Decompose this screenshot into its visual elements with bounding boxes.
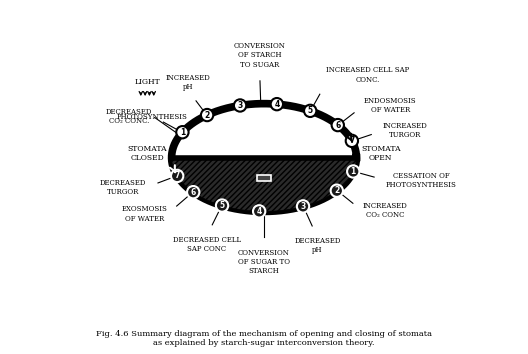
Text: ENDOSMOSIS
OF WATER: ENDOSMOSIS OF WATER xyxy=(364,97,417,114)
Text: 7: 7 xyxy=(174,171,180,181)
Text: 4: 4 xyxy=(257,207,262,216)
Circle shape xyxy=(297,200,309,212)
Text: 6: 6 xyxy=(191,188,196,197)
Text: 2: 2 xyxy=(334,186,340,195)
Text: 4: 4 xyxy=(274,100,279,109)
Text: DECREASED
pH: DECREASED pH xyxy=(294,237,341,254)
Text: DECREASED
CO₂ CONC.: DECREASED CO₂ CONC. xyxy=(106,108,153,125)
Circle shape xyxy=(234,99,246,112)
Circle shape xyxy=(271,98,283,110)
Text: STOMATA
OPEN: STOMATA OPEN xyxy=(361,145,401,162)
Circle shape xyxy=(171,170,183,182)
Text: CONVERSION
OF STARCH
TO SUGAR: CONVERSION OF STARCH TO SUGAR xyxy=(233,42,286,69)
Text: 1: 1 xyxy=(180,128,185,137)
Bar xyxy=(257,175,271,181)
Text: 2: 2 xyxy=(204,110,210,120)
Text: 1: 1 xyxy=(351,167,356,176)
Text: LIGHT: LIGHT xyxy=(134,78,160,86)
Text: CONVERSION
OF SUGAR TO
STARCH: CONVERSION OF SUGAR TO STARCH xyxy=(238,249,290,275)
Text: DECREASED
TURGOR: DECREASED TURGOR xyxy=(100,178,146,196)
Text: PHOTOSYNTHESIS: PHOTOSYNTHESIS xyxy=(116,114,187,121)
Text: 5: 5 xyxy=(308,106,313,115)
Circle shape xyxy=(201,109,213,121)
Circle shape xyxy=(347,165,360,178)
Text: 3: 3 xyxy=(300,202,306,211)
Text: 7: 7 xyxy=(349,136,355,145)
Circle shape xyxy=(332,119,344,131)
Text: 5: 5 xyxy=(220,201,224,210)
Circle shape xyxy=(253,205,266,217)
Circle shape xyxy=(346,135,358,147)
Text: EXOSMOSIS
OF WATER: EXOSMOSIS OF WATER xyxy=(121,205,167,223)
Text: Fig. 4.6 Summary diagram of the mechanism of opening and closing of stomata
as e: Fig. 4.6 Summary diagram of the mechanis… xyxy=(96,330,432,347)
Polygon shape xyxy=(172,158,356,211)
Circle shape xyxy=(176,126,188,138)
Text: STOMATA
CLOSED: STOMATA CLOSED xyxy=(127,145,167,162)
Circle shape xyxy=(187,186,200,198)
Text: DECREASED CELL
SAP CONC: DECREASED CELL SAP CONC xyxy=(173,236,241,253)
Text: INCREASED CELL SAP
CONC.: INCREASED CELL SAP CONC. xyxy=(326,66,409,84)
Text: INCREASED
CO₂ CONC: INCREASED CO₂ CONC xyxy=(363,202,408,219)
Text: INCREASED
TURGOR: INCREASED TURGOR xyxy=(383,122,428,139)
Text: CESSATION OF
PHOTOSYNTHESIS: CESSATION OF PHOTOSYNTHESIS xyxy=(386,172,457,189)
Circle shape xyxy=(304,105,316,117)
Circle shape xyxy=(216,199,228,212)
Text: 6: 6 xyxy=(335,121,341,130)
Circle shape xyxy=(331,184,343,197)
Text: INCREASED
pH: INCREASED pH xyxy=(166,74,211,91)
Text: 3: 3 xyxy=(238,101,243,110)
